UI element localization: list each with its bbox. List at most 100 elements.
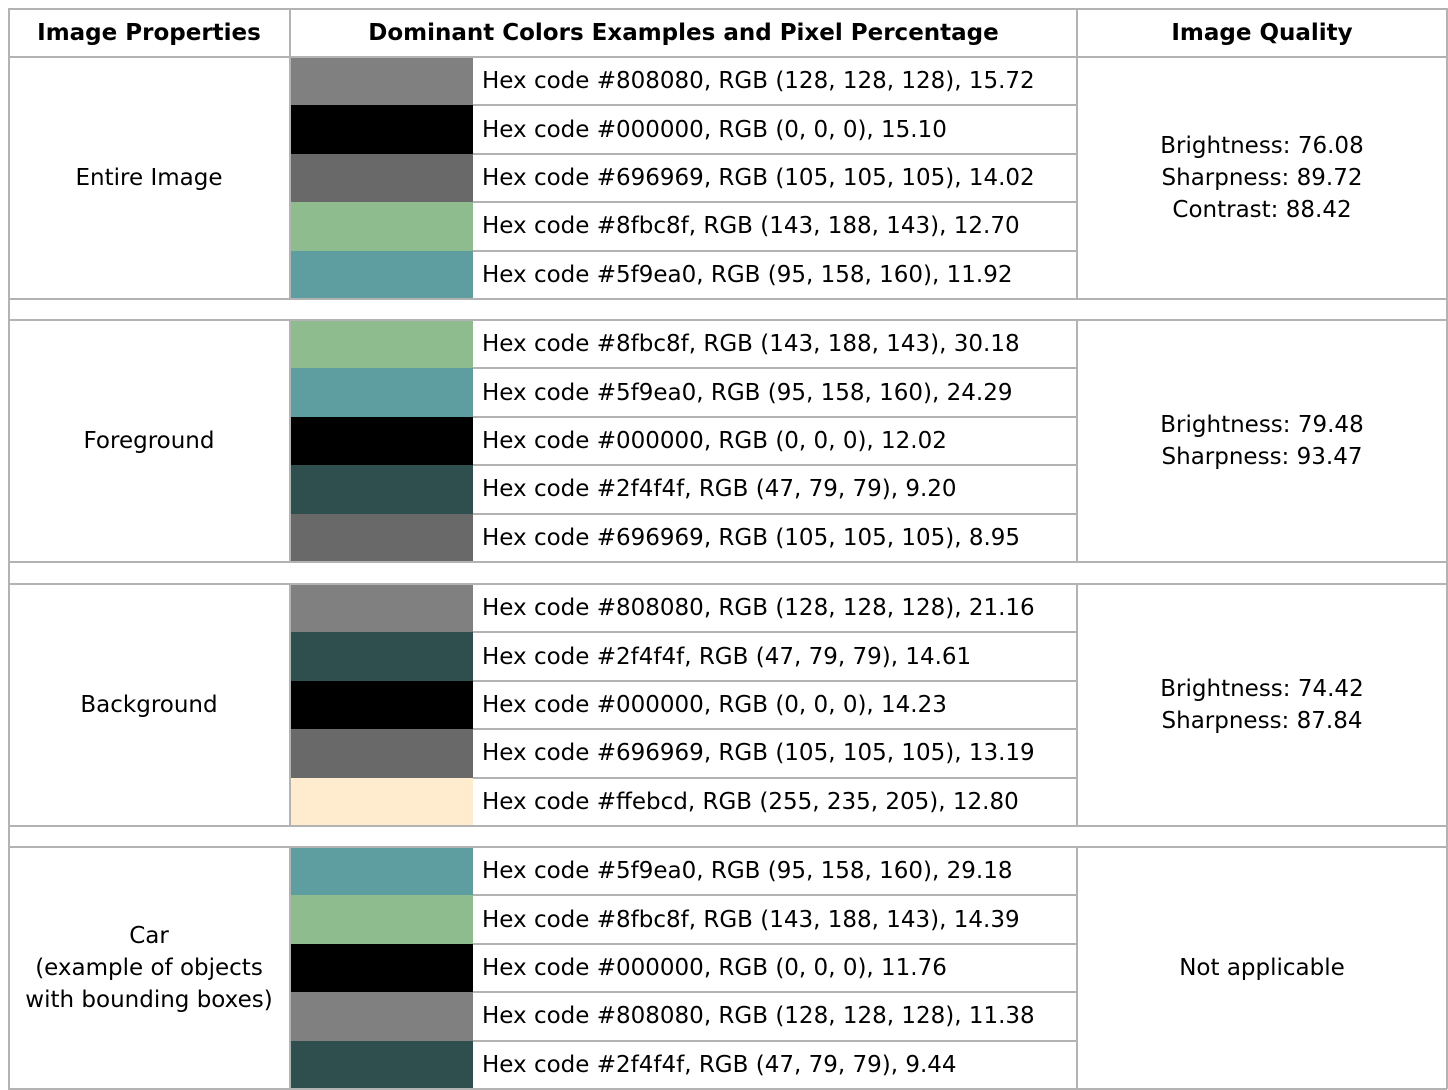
group-border-right	[1446, 320, 1448, 562]
color-swatch	[290, 57, 473, 106]
group-label-line: with bounding boxes)	[25, 987, 273, 1013]
color-swatch	[290, 632, 473, 681]
image-quality-cell: Brightness: 76.08 Sharpness: 89.72 Contras…	[1077, 57, 1447, 299]
image-quality-cell: Brightness: 79.48 Sharpness: 93.47	[1077, 320, 1447, 562]
color-swatch	[290, 680, 473, 730]
group-border-right	[1446, 57, 1448, 299]
color-description: Hex code #000000, RGB (0, 0, 0), 15.10	[482, 116, 947, 143]
group-border-col3	[1076, 57, 1078, 299]
color-swatch	[290, 465, 473, 514]
quality-metric: Contrast: 88.42	[1172, 197, 1352, 223]
row-divider	[473, 201, 1077, 204]
color-description: Hex code #696969, RGB (105, 105, 105), 1…	[482, 164, 1035, 191]
header-border-col3	[1076, 8, 1078, 57]
row-divider	[473, 728, 1077, 731]
group-label-line: Background	[80, 692, 218, 718]
row-divider	[473, 464, 1077, 467]
quality-metric: Brightness: 79.48	[1160, 412, 1364, 438]
row-divider	[473, 249, 1077, 252]
color-description: Hex code #808080, RGB (128, 128, 128), 1…	[482, 1003, 1035, 1030]
header-border-right	[1446, 8, 1448, 57]
color-swatch	[290, 153, 473, 203]
group-border-right	[1446, 584, 1448, 826]
color-description: Hex code #000000, RGB (0, 0, 0), 12.02	[482, 427, 947, 454]
header-dominant-colors: Dominant Colors Examples and Pixel Perce…	[368, 19, 999, 46]
color-swatch	[290, 320, 473, 369]
row-divider	[473, 415, 1077, 418]
color-description: Hex code #5f9ea0, RGB (95, 158, 160), 11…	[482, 261, 1013, 288]
group-border-bottom	[8, 561, 1447, 563]
group-border-col1	[289, 320, 291, 562]
color-description: Hex code #000000, RGB (0, 0, 0), 14.23	[482, 691, 947, 718]
row-divider	[473, 1039, 1077, 1042]
spacer-border-left	[8, 562, 10, 584]
group-border-left	[8, 847, 10, 1089]
color-description: Hex code #808080, RGB (128, 128, 128), 1…	[482, 68, 1035, 95]
quality-metric: Sharpness: 87.84	[1161, 708, 1363, 734]
group-border-bottom	[8, 825, 1447, 827]
group-label: Background	[8, 584, 290, 826]
header-border-col1	[289, 8, 291, 57]
group-border-col1	[289, 57, 291, 299]
color-description: Hex code #2f4f4f, RGB (47, 79, 79), 9.44	[482, 1051, 957, 1078]
image-quality-cell: Brightness: 74.42 Sharpness: 87.84	[1077, 584, 1447, 826]
group-border-bottom	[8, 298, 1447, 300]
quality-metric: Brightness: 76.08	[1160, 133, 1364, 159]
row-divider	[473, 679, 1077, 682]
row-divider	[473, 104, 1077, 107]
color-swatch	[290, 368, 473, 417]
spacer-border-left	[8, 299, 10, 320]
header-image-quality: Image Quality	[1171, 19, 1353, 46]
group-border-left	[8, 584, 10, 826]
group-border-col3	[1076, 584, 1078, 826]
color-swatch	[290, 416, 473, 466]
color-description: Hex code #8fbc8f, RGB (143, 188, 143), 1…	[482, 213, 1020, 240]
header-border-top	[8, 8, 1447, 10]
group-border-col3	[1076, 847, 1078, 1089]
group-label: Entire Image	[8, 57, 290, 299]
header-border-left	[8, 8, 10, 57]
color-description: Hex code #8fbc8f, RGB (143, 188, 143), 3…	[482, 331, 1020, 358]
group-border-top	[8, 846, 1447, 848]
row-divider	[473, 367, 1077, 370]
quality-metric: Sharpness: 89.72	[1161, 165, 1363, 191]
group-label-line: Entire Image	[75, 165, 223, 191]
row-divider	[473, 991, 1077, 994]
color-description: Hex code #ffebcd, RGB (255, 235, 205), 1…	[482, 788, 1019, 815]
group-border-left	[8, 57, 10, 299]
row-divider	[473, 942, 1077, 945]
group-label-line: Car	[129, 923, 169, 949]
spacer-border-right	[1446, 299, 1448, 320]
color-swatch	[290, 777, 473, 826]
row-divider	[473, 894, 1077, 897]
quality-metric: Not applicable	[1179, 955, 1345, 981]
quality-metric: Brightness: 74.42	[1160, 676, 1364, 702]
color-swatch	[290, 847, 473, 896]
color-swatch	[290, 584, 473, 633]
spacer-border-right	[1446, 562, 1448, 584]
color-swatch	[290, 992, 473, 1041]
color-description: Hex code #696969, RGB (105, 105, 105), 8…	[482, 524, 1021, 551]
color-description: Hex code #8fbc8f, RGB (143, 188, 143), 1…	[482, 906, 1020, 933]
color-swatch	[290, 1040, 473, 1089]
color-description: Hex code #5f9ea0, RGB (95, 158, 160), 24…	[482, 379, 1013, 406]
group-border-top	[8, 319, 1447, 321]
image-quality-cell: Not applicable	[1077, 847, 1447, 1089]
group-border-col1	[289, 847, 291, 1089]
color-description: Hex code #808080, RGB (128, 128, 128), 2…	[482, 595, 1035, 622]
group-border-right	[1446, 847, 1448, 1089]
group-label-line: Foreground	[83, 428, 215, 454]
color-description: Hex code #2f4f4f, RGB (47, 79, 79), 14.6…	[482, 643, 972, 670]
quality-metric: Sharpness: 93.47	[1161, 444, 1363, 470]
color-swatch	[290, 105, 473, 154]
group-label: Car (example of objects with bounding boxe…	[8, 847, 290, 1089]
spacer-border-left	[8, 826, 10, 847]
row-divider	[473, 631, 1077, 634]
color-description: Hex code #5f9ea0, RGB (95, 158, 160), 29…	[482, 858, 1013, 885]
row-divider	[473, 776, 1077, 779]
group-border-top	[8, 583, 1447, 585]
header-image-properties: Image Properties	[37, 19, 261, 46]
color-swatch	[290, 943, 473, 993]
group-border-col3	[1076, 320, 1078, 562]
color-description: Hex code #000000, RGB (0, 0, 0), 11.76	[482, 954, 947, 981]
